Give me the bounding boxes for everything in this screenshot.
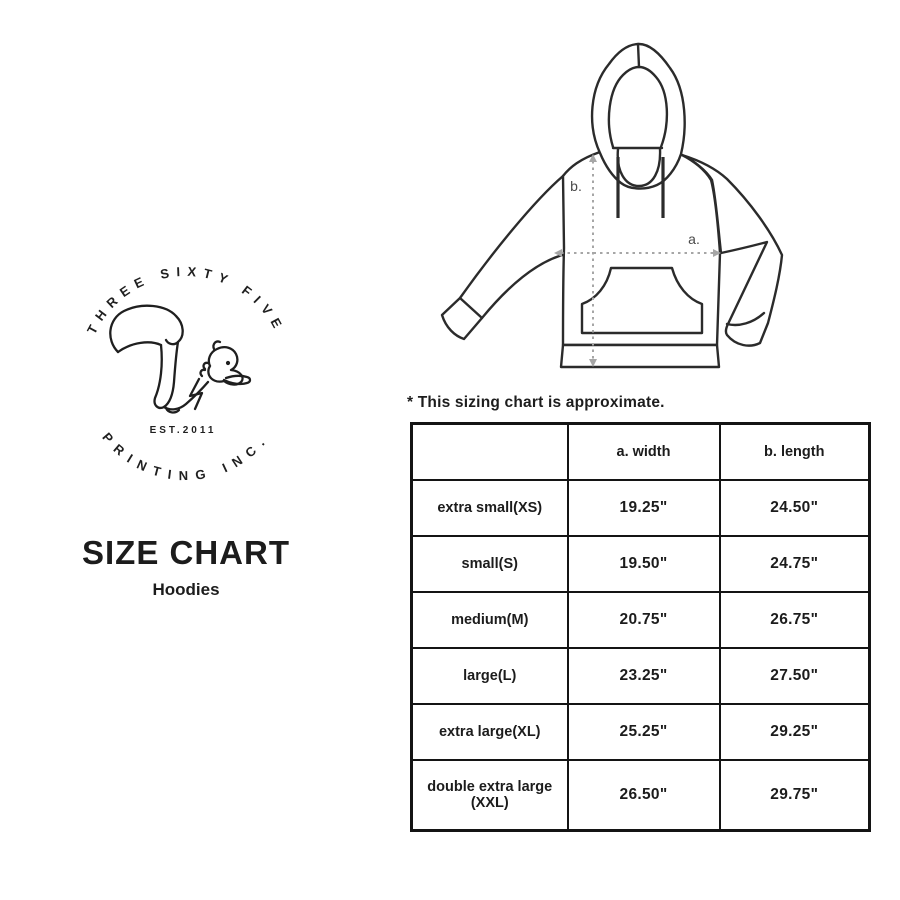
size-label: extra large(XL) [410, 703, 569, 761]
table-row: extra small(XS) 19.25" 24.50" [410, 479, 871, 537]
table-row: extra large(XL) 25.25" 29.25" [410, 703, 871, 761]
width-value: 19.50" [566, 535, 721, 593]
brand-logo: THREE SIXTY FIVE PRINTING INC. [84, 264, 288, 484]
width-value: 20.75" [566, 591, 721, 649]
logo-arc-top-text: THREE SIXTY FIVE [84, 264, 288, 337]
size-label: extra small(XS) [410, 479, 569, 537]
hoodie-diagram: b. a. [440, 42, 784, 369]
width-measure-line: a. [554, 231, 721, 257]
length-label: b. [570, 178, 582, 194]
table-row: small(S) 19.50" 24.75" [410, 535, 871, 593]
table-row: double extra large (XXL) 26.50" 29.75" [410, 759, 871, 832]
width-value: 19.25" [566, 479, 721, 537]
width-value: 25.25" [566, 703, 721, 761]
width-value: 26.50" [566, 759, 721, 832]
size-label: double extra large (XXL) [410, 759, 569, 832]
length-value: 29.75" [718, 759, 871, 832]
logo-established-text: EST.2011 [150, 425, 217, 436]
width-label: a. [688, 231, 700, 247]
length-value: 27.50" [718, 647, 871, 705]
squirrel-illustration [109, 304, 252, 414]
length-value: 29.25" [718, 703, 871, 761]
table-header-row: a. width b. length [410, 422, 871, 481]
page-subtitle: Hoodies [152, 580, 220, 599]
size-label: medium(M) [410, 591, 569, 649]
hoodie-hood [590, 42, 686, 218]
width-value: 23.25" [566, 647, 721, 705]
hoodie-hem-band [559, 343, 721, 369]
table-row: medium(M) 20.75" 26.75" [410, 591, 871, 649]
hoodie-pocket [580, 266, 704, 335]
size-table: a. width b. length extra small(XS) 19.25… [410, 422, 871, 832]
header-length: b. length [718, 422, 871, 481]
length-value: 26.75" [718, 591, 871, 649]
page-title: SIZE CHART [82, 534, 290, 571]
header-width: a. width [566, 422, 721, 481]
heading-block: SIZE CHART Hoodies [46, 534, 326, 600]
length-measure-line: b. [570, 154, 597, 367]
header-size [410, 422, 569, 481]
approximate-note: * This sizing chart is approximate. [407, 394, 665, 411]
length-value: 24.50" [718, 479, 871, 537]
table-row: large(L) 23.25" 27.50" [410, 647, 871, 705]
size-label: small(S) [410, 535, 569, 593]
size-label: large(L) [410, 647, 569, 705]
length-value: 24.75" [718, 535, 871, 593]
logo-arc-bottom-text: PRINTING INC. [99, 430, 272, 484]
